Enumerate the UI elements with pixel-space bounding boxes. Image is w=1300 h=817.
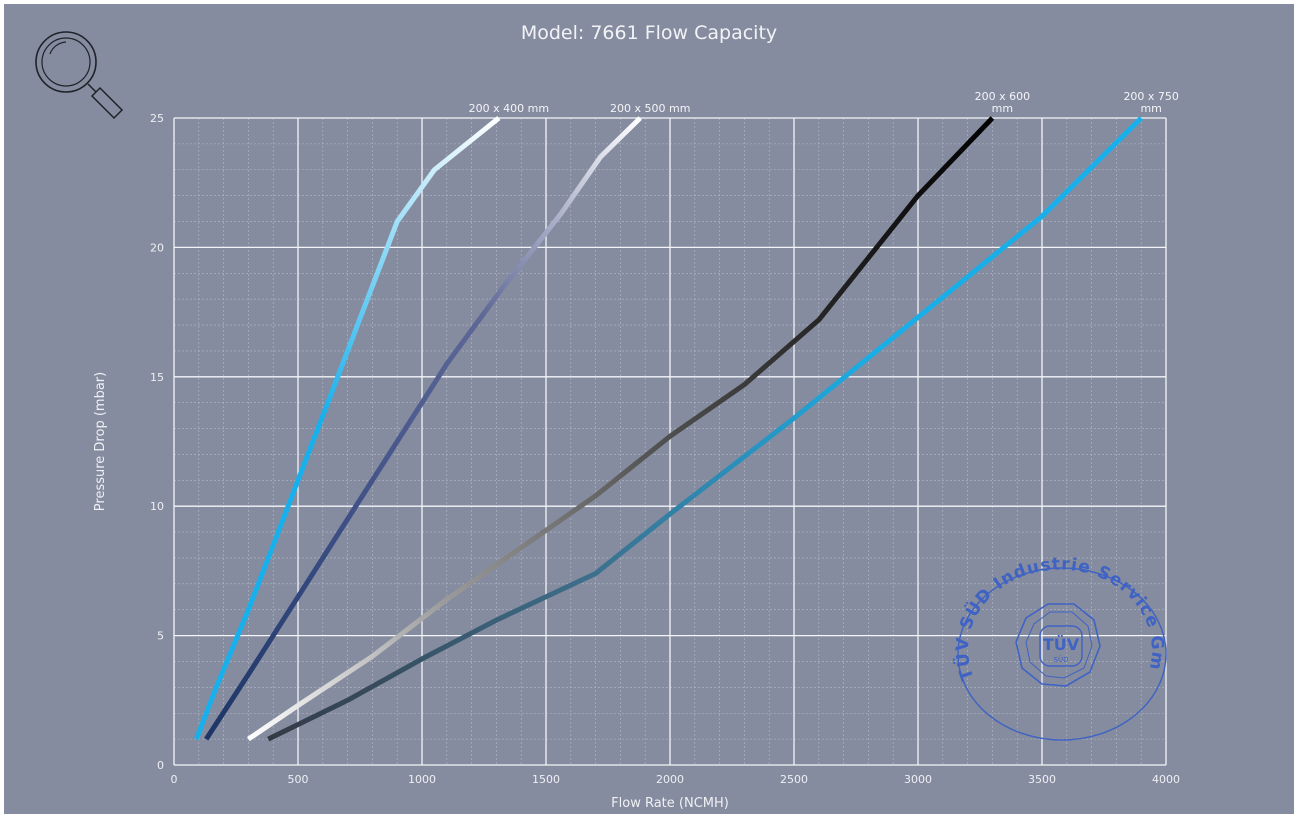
x-tick-label: 1500 — [532, 773, 560, 786]
chart-svg: 0 500 1000 1500 2000 2500 3000 3500 4000 0 5 10 15 20… — [93, 90, 1180, 811]
series-label: 200 x 600 mm — [975, 90, 1031, 115]
y-tick-label: 0 — [157, 759, 164, 772]
series-lines — [193, 116, 1143, 742]
x-tick-label: 500 — [288, 773, 309, 786]
tick-labels: 0 500 1000 1500 2000 2500 3000 3500 4000 0 5 10 15 20… — [150, 112, 1180, 786]
series-line — [204, 116, 642, 741]
x-tick-label: 0 — [171, 773, 178, 786]
x-tick-label: 1000 — [408, 773, 436, 786]
series-label: 200 x 750 mm — [1123, 90, 1179, 115]
seal-center-text: TÜV — [1043, 635, 1080, 654]
series-label: 200 x 500 mm — [610, 102, 690, 115]
series-line — [246, 116, 995, 742]
y-tick-label: 20 — [150, 241, 164, 254]
tuv-certification-seal: TÜV SÜD Industrie Service GmbH TÜV SÜD — [944, 541, 1170, 742]
y-tick-label: 25 — [150, 112, 164, 125]
x-axis-label: Flow Rate (NCMH) — [611, 796, 729, 811]
seal-center-subtext: SÜD — [1054, 655, 1069, 664]
series-label: 200 x 400 mm — [469, 102, 549, 115]
series-line — [193, 116, 501, 740]
chart-title: Model: 7661 Flow Capacity — [520, 22, 778, 44]
x-tick-label: 2000 — [656, 773, 684, 786]
x-tick-label: 3500 — [1028, 773, 1056, 786]
y-tick-label: 5 — [157, 630, 164, 643]
x-tick-label: 3000 — [904, 773, 932, 786]
series-labels: 200 x 400 mm 200 x 500 mm 200 x 600 mm 200 x… — [469, 90, 1179, 115]
x-tick-label: 2500 — [780, 773, 808, 786]
series-line — [267, 116, 1143, 742]
y-tick-label: 10 — [150, 500, 164, 513]
y-tick-label: 15 — [150, 371, 164, 384]
magnifier-zoom-icon[interactable] — [28, 24, 126, 122]
x-tick-label: 4000 — [1152, 773, 1180, 786]
y-axis-label: Pressure Drop (mbar) — [93, 372, 108, 511]
chart-panel: Model: 7661 Flow Capacity 0 500 1000 1500 20… — [4, 4, 1294, 814]
